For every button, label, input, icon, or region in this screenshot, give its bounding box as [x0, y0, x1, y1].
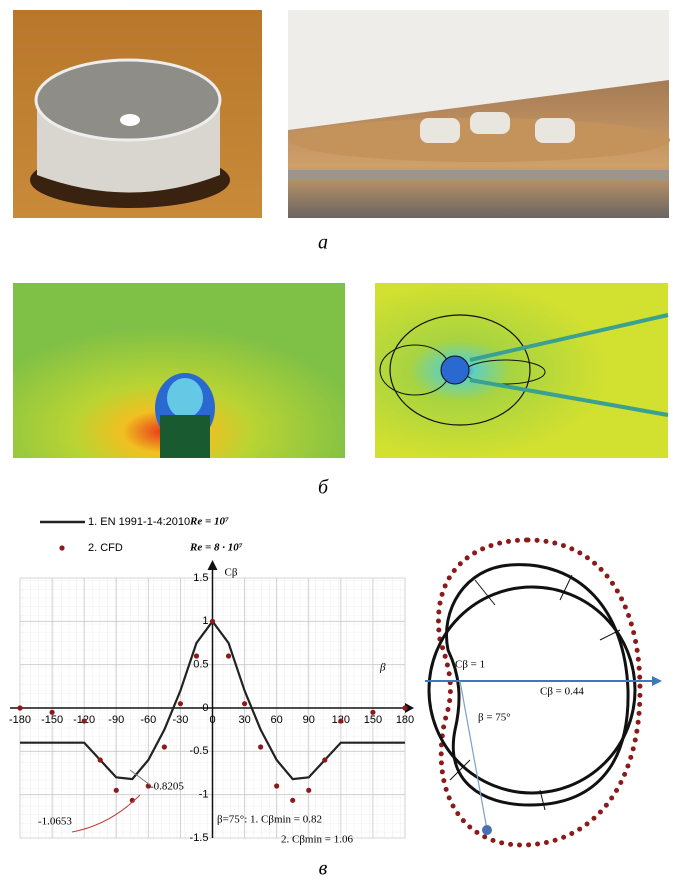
- polar-label: Cβ = 1: [455, 659, 485, 671]
- annotation: -0.8205: [150, 781, 184, 793]
- y-tick-label: 0: [202, 702, 208, 714]
- figure: а б Cββ-180-150-120-90-60-30030609012015…: [0, 0, 673, 883]
- data-point: [194, 653, 199, 658]
- x-tick-label: -30: [172, 714, 188, 726]
- chart: Cββ-180-150-120-90-60-300306090120150180…: [9, 516, 414, 846]
- page: а б Cββ-180-150-120-90-60-30030609012015…: [0, 0, 673, 888]
- x-tick-label: 90: [303, 714, 315, 726]
- data-point: [210, 619, 215, 624]
- caption: б: [318, 477, 329, 499]
- y-tick-label: 0.5: [193, 659, 208, 671]
- caption: а: [318, 232, 328, 254]
- x-tick-label: -60: [140, 714, 156, 726]
- y-axis-arrow: [208, 560, 218, 570]
- data-point: [338, 718, 343, 723]
- data-point: [82, 718, 87, 723]
- y-tick-label: 1.5: [193, 572, 208, 584]
- data-point: [178, 701, 183, 706]
- data-point: [162, 744, 167, 749]
- annotation: 2. Cβmin = 1.06: [281, 834, 353, 846]
- data-point: [242, 701, 247, 706]
- x-tick-label: 180: [396, 714, 414, 726]
- cfd-right: [375, 283, 668, 458]
- y-tick-label: -1: [199, 789, 209, 801]
- polar-label: Cβ = 0.44: [540, 686, 584, 698]
- x-tick-label: -150: [41, 714, 63, 726]
- data-point: [49, 710, 54, 715]
- data-point: [306, 788, 311, 793]
- legend-label: 2. CFD: [88, 542, 123, 554]
- y-tick-label: -0.5: [190, 745, 209, 757]
- data-point: [17, 705, 22, 710]
- legend-re: Re = 10⁷: [189, 516, 229, 528]
- y-axis-label: Cβ: [225, 567, 238, 579]
- data-point: [258, 744, 263, 749]
- data-point: [402, 705, 407, 710]
- legend-re: Re = 8 · 10⁷: [189, 542, 243, 554]
- data-point: [274, 783, 279, 788]
- photo-right: [288, 10, 670, 218]
- legend-label: 1. EN 1991-1-4:2010: [88, 516, 190, 528]
- x-tick-label: -180: [9, 714, 31, 726]
- y-tick-label: -1.5: [190, 832, 209, 844]
- caption: в: [319, 858, 328, 880]
- x-tick-label: 60: [271, 714, 283, 726]
- x-tick-label: -90: [108, 714, 124, 726]
- x-tick-label: 0: [209, 714, 215, 726]
- data-point: [114, 788, 119, 793]
- data-point: [322, 757, 327, 762]
- data-point: [290, 798, 295, 803]
- y-tick-label: 1: [202, 615, 208, 627]
- data-point: [370, 710, 375, 715]
- photo-left: [13, 10, 262, 218]
- polar-label: β = 75°: [478, 712, 511, 724]
- data-point: [98, 757, 103, 762]
- cfd-left: [13, 283, 345, 458]
- x-tick-label: 150: [364, 714, 382, 726]
- data-point: [226, 653, 231, 658]
- polar-diagram: Cβ = 1 Cβ = 0.44 β = 75°: [425, 540, 662, 845]
- annotation: β=75°: 1. Cβmin = 0.82: [217, 814, 322, 826]
- x-tick-label: 30: [238, 714, 250, 726]
- x-axis-label: β: [379, 662, 386, 674]
- annotation: -1.0653: [38, 816, 72, 828]
- legend-marker: [59, 545, 64, 550]
